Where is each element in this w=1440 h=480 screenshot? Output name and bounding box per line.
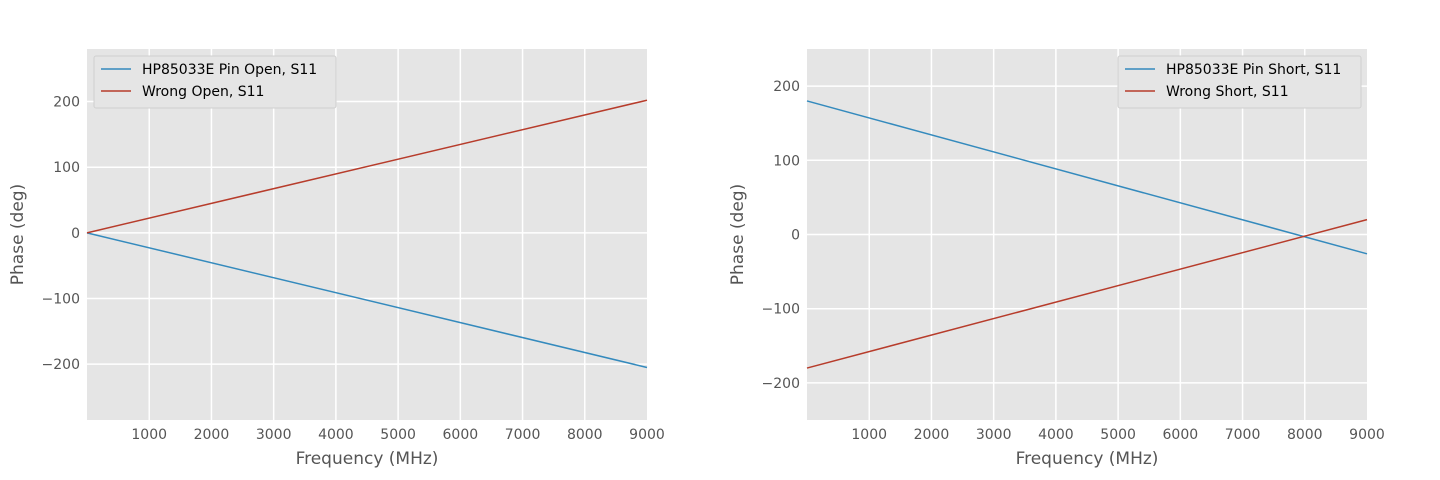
x-tick-label: 4000 — [318, 427, 354, 443]
chart-1: 1000 2000 3000 4000 5000 6000 7000 8000 90002001… — [8, 49, 665, 469]
legend-box — [93, 55, 337, 109]
series-line-1 — [806, 100, 1368, 255]
y-tick-label: −100 — [762, 302, 800, 318]
y-tick-label: 200 — [53, 95, 80, 111]
y-tick-label: 0 — [791, 228, 800, 244]
x-tick-label: 6000 — [1163, 427, 1199, 443]
legend-label: Wrong Open, S11 — [142, 84, 264, 100]
legend: HP85033E Pin Short, S11 Wrong Short, S11 — [1117, 55, 1362, 109]
x-tick-label: 3000 — [256, 427, 292, 443]
chart-2: 1000 2000 3000 4000 5000 6000 7000 8000 90002001… — [728, 49, 1385, 469]
legend-box — [1117, 55, 1362, 109]
y-tick-label: −100 — [42, 292, 80, 308]
x-tick-label: 1000 — [131, 427, 167, 443]
x-tick-label: 8000 — [1287, 427, 1323, 443]
x-axis-label: Frequency (MHz) — [1016, 449, 1159, 469]
y-tick-label: 100 — [53, 160, 80, 176]
x-axis-label: Frequency (MHz) — [296, 449, 439, 469]
y-axis-label: Phase (deg) — [8, 184, 28, 285]
y-tick-label: 200 — [773, 79, 800, 95]
x-tick-label: 9000 — [1349, 427, 1385, 443]
x-tick-label: 2000 — [194, 427, 230, 443]
y-axis-label: Phase (deg) — [728, 184, 748, 285]
series-line-1 — [86, 232, 648, 369]
plot-area — [87, 49, 647, 420]
legend-label: HP85033E Pin Short, S11 — [1166, 62, 1341, 78]
x-tick-label: 5000 — [1100, 427, 1136, 443]
y-tick-label: −200 — [42, 357, 80, 373]
series-line-2 — [806, 218, 1368, 369]
x-tick-label: 7000 — [505, 427, 541, 443]
legend: HP85033E Pin Open, S11 Wrong Open, S11 — [93, 55, 337, 109]
legend-label: HP85033E Pin Open, S11 — [142, 62, 317, 78]
y-tick-label: −200 — [762, 376, 800, 392]
x-tick-label: 1000 — [851, 427, 887, 443]
x-tick-label: 7000 — [1225, 427, 1261, 443]
series-line-2 — [86, 99, 648, 234]
y-tick-label: 100 — [773, 153, 800, 169]
x-tick-label: 6000 — [443, 427, 479, 443]
y-tick-label: 0 — [71, 226, 80, 242]
x-tick-label: 4000 — [1038, 427, 1074, 443]
x-tick-label: 5000 — [380, 427, 416, 443]
x-tick-label: 2000 — [914, 427, 950, 443]
x-tick-label: 8000 — [567, 427, 603, 443]
x-tick-label: 9000 — [629, 427, 665, 443]
x-tick-label: 3000 — [976, 427, 1012, 443]
legend-label: Wrong Short, S11 — [1166, 84, 1289, 100]
